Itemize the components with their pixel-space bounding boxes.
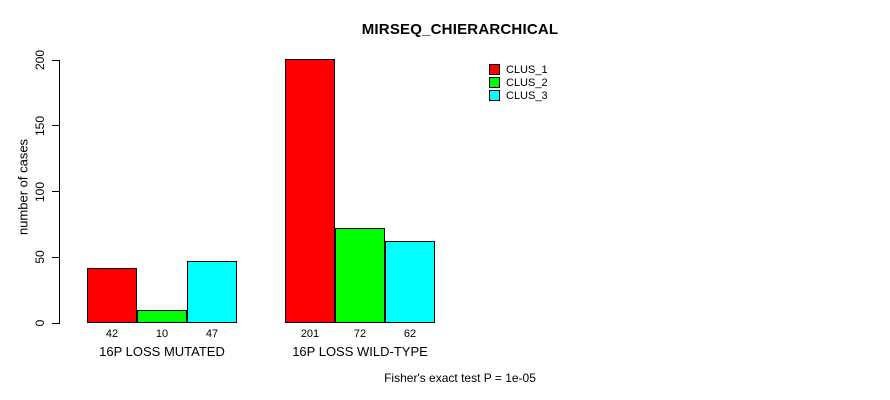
bar-clus_1-group-2 xyxy=(285,59,335,323)
legend-swatch-clus_3 xyxy=(489,90,500,101)
legend-row: CLUS_2 xyxy=(489,76,548,89)
bar-value-label: 62 xyxy=(403,328,417,340)
legend: CLUS_1 CLUS_2 CLUS_3 xyxy=(489,63,548,102)
y-tick-mark xyxy=(52,191,59,192)
legend-row: CLUS_1 xyxy=(489,63,548,76)
bar-value-label: 47 xyxy=(205,328,219,340)
legend-label: CLUS_2 xyxy=(506,76,548,89)
bar-clus_2-group-2 xyxy=(335,228,385,323)
y-tick-mark xyxy=(52,125,59,127)
legend-swatch-clus_2 xyxy=(489,77,500,88)
y-tick-label: 0 xyxy=(33,319,47,327)
stats-caption: Fisher's exact test P = 1e-05 xyxy=(384,371,536,385)
y-tick-mark xyxy=(52,256,59,258)
bar-value-label: 201 xyxy=(300,328,320,340)
y-tick-label: 100 xyxy=(33,181,47,202)
y-tick-label: 150 xyxy=(33,115,47,136)
bar-clus_1-group-1 xyxy=(87,268,137,323)
legend-label: CLUS_3 xyxy=(506,89,548,102)
category-label: 16P LOSS MUTATED xyxy=(99,344,225,359)
y-axis-label: number of cases xyxy=(15,138,31,236)
legend-label: CLUS_1 xyxy=(506,63,548,76)
legend-row: CLUS_3 xyxy=(489,89,548,102)
chart-title: MIRSEQ_CHIERARCHICAL xyxy=(361,21,559,38)
y-tick-mark xyxy=(52,322,59,324)
y-axis-line xyxy=(59,60,60,324)
bar-clus_2-group-1 xyxy=(137,310,187,323)
y-tick-label: 200 xyxy=(33,49,47,71)
bar-clus_3-group-2 xyxy=(385,241,435,323)
y-tick-label: 50 xyxy=(33,250,47,264)
bar-value-label: 72 xyxy=(353,328,367,340)
bar-clus_3-group-1 xyxy=(187,261,237,323)
category-label: 16P LOSS WILD-TYPE xyxy=(292,344,428,359)
bar-value-label: 42 xyxy=(105,328,119,340)
bar-value-label: 10 xyxy=(155,328,169,340)
legend-swatch-clus_1 xyxy=(489,64,500,75)
y-tick-mark xyxy=(52,59,59,61)
